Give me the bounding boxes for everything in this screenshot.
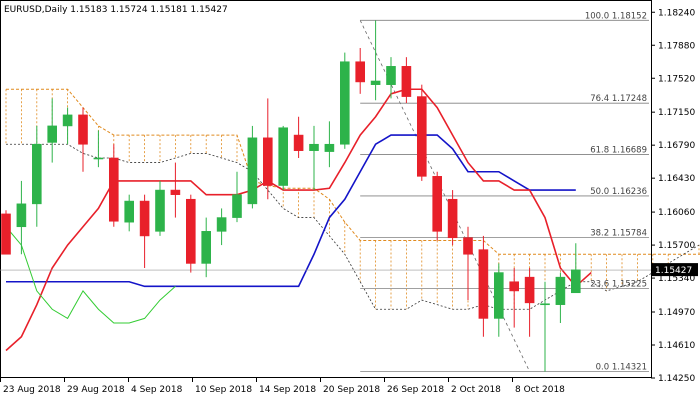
current-price-badge xyxy=(652,263,698,277)
price-tick-label: 1.17520 xyxy=(658,74,695,84)
date-tick-label: 20 Sep 2018 xyxy=(323,385,380,395)
bear-candle-body xyxy=(1,213,11,255)
fib-level-label: 61.8 1.16689 xyxy=(590,145,647,155)
price-tick-label: 1.16430 xyxy=(658,174,695,184)
price-tick-label: 1.14970 xyxy=(658,308,695,318)
current-price-label: 1.15427 xyxy=(655,266,692,276)
bull-candle-body xyxy=(309,143,319,151)
price-tick-label: 1.16060 xyxy=(658,208,695,218)
date-tick-label: 14 Sep 2018 xyxy=(259,385,316,395)
bull-candle-body xyxy=(555,276,566,305)
bear-candle-body xyxy=(262,137,273,186)
bull-candle-body xyxy=(216,217,227,232)
fib-level-label: 76.4 1.17248 xyxy=(590,94,647,104)
bull-candle-body xyxy=(47,125,58,143)
indicator-lines xyxy=(0,88,651,352)
bear-candle-body xyxy=(109,157,119,222)
bear-candle-body xyxy=(524,276,535,304)
date-tick-label: 8 Oct 2018 xyxy=(515,385,565,395)
chart-header: EURUSD,Daily 1.15183 1.15724 1.15181 1.1… xyxy=(4,5,228,15)
bull-candle-body xyxy=(232,194,242,218)
fib-level-label: 38.2 1.15784 xyxy=(590,228,647,238)
fib-level-label: 23.6 1.15225 xyxy=(590,280,647,290)
price-tick-label: 1.17150 xyxy=(658,108,695,118)
bull-candle-body xyxy=(386,66,396,85)
bear-candle-body xyxy=(355,61,366,83)
date-tick-label: 4 Sep 2018 xyxy=(131,385,183,395)
bear-candle-body xyxy=(478,249,489,319)
tenkan-sen-line xyxy=(5,88,592,352)
bull-candle-body xyxy=(124,200,134,223)
price-tick-label: 1.16790 xyxy=(658,141,695,151)
chikou-span-line xyxy=(5,226,176,324)
bear-candle-body xyxy=(463,237,473,255)
fib-level-label: 100.0 1.18152 xyxy=(585,11,647,21)
senkou-span-a xyxy=(6,88,700,255)
bear-candle-body xyxy=(509,281,520,292)
price-tick-label: 1.18240 xyxy=(658,8,695,18)
price-tick-label: 1.15340 xyxy=(658,274,695,284)
bull-candle-body xyxy=(540,303,550,306)
bear-candle-body xyxy=(416,96,427,177)
bull-candle-body xyxy=(339,61,350,145)
date-tick-label: 29 Aug 2018 xyxy=(67,385,125,395)
fib-level-label: 50.0 1.16236 xyxy=(590,187,647,197)
bull-candle-body xyxy=(324,143,335,152)
price-tick-label: 1.14610 xyxy=(658,341,695,351)
bull-candle-body xyxy=(247,137,258,205)
bull-candle-body xyxy=(31,143,42,205)
bear-candle-body xyxy=(78,114,88,145)
bear-candle-body xyxy=(139,200,150,237)
price-tick-label: 1.15700 xyxy=(658,241,695,251)
bull-candle-body xyxy=(16,203,27,228)
bull-candle-body xyxy=(62,114,73,127)
bear-candle-body xyxy=(293,134,304,151)
bear-candle-body xyxy=(186,198,196,264)
plot-border xyxy=(0,0,652,378)
chart-frame xyxy=(0,0,652,378)
bull-candle-body xyxy=(370,80,381,85)
candlesticks xyxy=(1,20,581,372)
bull-candle-body xyxy=(570,269,581,294)
axes: 1.18240 1.17880 1.17520 1.17150 1.16790 1.164… xyxy=(0,8,698,395)
date-tick-label: 23 Aug 2018 xyxy=(3,385,61,395)
kijun-sen-line xyxy=(6,134,576,288)
bull-candle-body xyxy=(155,189,165,232)
date-tick-label: 26 Sep 2018 xyxy=(387,385,444,395)
fibonacci-levels: 100.0 1.18152 76.4 1.17248 61.8 1.16689 50.… xyxy=(359,11,649,372)
date-tick-label: 2 Oct 2018 xyxy=(451,385,501,395)
price-tick-label: 1.17880 xyxy=(658,41,695,51)
bear-candle-body xyxy=(401,66,412,97)
bear-candle-body xyxy=(447,198,458,239)
price-tick-label: 1.14250 xyxy=(658,374,695,384)
bear-candle-body xyxy=(432,176,443,232)
bull-candle-body xyxy=(278,127,289,186)
bull-candle-body xyxy=(93,157,104,160)
bull-candle-body xyxy=(493,272,504,319)
fib-level-label: 0.0 1.14321 xyxy=(596,362,647,372)
date-tick-label: 10 Sep 2018 xyxy=(195,385,252,395)
bull-candle-body xyxy=(201,231,211,264)
bear-candle-body xyxy=(170,189,181,195)
